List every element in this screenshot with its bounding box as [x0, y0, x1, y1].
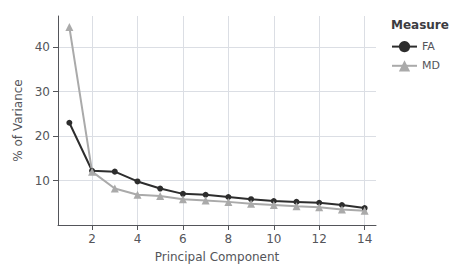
svg-text:20: 20 [35, 129, 50, 143]
svg-text:12: 12 [312, 232, 327, 246]
svg-text:FA: FA [422, 40, 435, 53]
svg-text:4: 4 [134, 232, 142, 246]
svg-text:6: 6 [179, 232, 187, 246]
svg-text:8: 8 [225, 232, 233, 246]
svg-text:2: 2 [88, 232, 96, 246]
svg-text:% of Variance: % of Variance [11, 79, 25, 161]
svg-text:Principal Component: Principal Component [155, 250, 280, 264]
svg-text:10: 10 [35, 174, 50, 188]
svg-text:30: 30 [35, 85, 50, 99]
svg-text:Measure: Measure [391, 18, 449, 32]
svg-text:MD: MD [422, 59, 440, 72]
svg-text:40: 40 [35, 40, 50, 54]
svg-text:14: 14 [357, 232, 372, 246]
svg-text:10: 10 [266, 232, 281, 246]
